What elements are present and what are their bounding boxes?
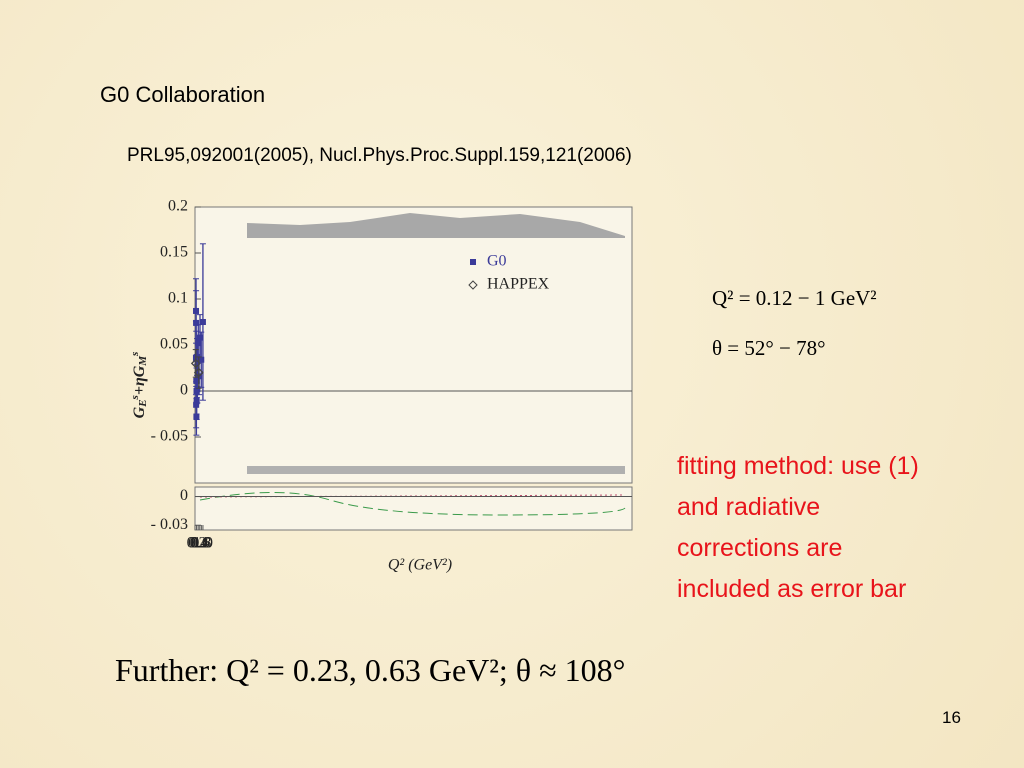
x-tick-label: 0	[191, 535, 199, 552]
y-tick-label: 0.2	[168, 198, 188, 215]
x-tick-label: 0.2	[187, 535, 207, 552]
equation: Q² = 0.12 − 1 GeV²	[712, 286, 877, 310]
correction-curve	[199, 492, 626, 516]
x-tick-label: 0.4	[188, 535, 208, 552]
y-axis-label-part: +ηG	[131, 365, 148, 395]
page-number: 16	[942, 708, 961, 727]
note-line: fitting method: use (1)	[677, 452, 919, 480]
legend-label: G0	[487, 253, 507, 270]
reference: PRL95,092001(2005), Nucl.Phys.Proc.Suppl…	[127, 145, 632, 166]
lower-frame	[194, 486, 633, 531]
note-line: corrections are	[677, 534, 843, 562]
plot-frame	[194, 206, 633, 484]
y-tick-label: 0	[180, 382, 188, 399]
point	[194, 386, 201, 393]
further: Further: Q² = 0.23, 0.63 GeV²; θ ≈ 108°	[115, 652, 626, 688]
lower-y-tick-label: - 0.03	[151, 516, 188, 533]
legend-marker	[470, 259, 476, 265]
point	[193, 319, 200, 326]
x-axis-label: Q² (GeV²)	[388, 557, 452, 574]
point	[195, 340, 202, 347]
title: G0 Collaboration	[100, 82, 266, 107]
y-axis-label-part: s	[129, 395, 141, 400]
x-tick-label: 1.0	[193, 535, 213, 552]
point	[196, 334, 203, 341]
legend-label: HAPPEX	[487, 276, 550, 293]
x-tick-label: 0.6	[190, 535, 210, 552]
note-line: and radiative	[677, 493, 821, 521]
point	[193, 398, 200, 405]
y-tick-label: 0.1	[168, 290, 188, 307]
lower-y-tick-label: 0	[180, 487, 188, 504]
y-axis-label-part: M	[137, 355, 149, 367]
y-axis-label-part: G	[131, 406, 148, 418]
y-axis-label-part: E	[137, 399, 149, 407]
note-line: included as error bar	[677, 575, 907, 603]
systematic-band	[247, 466, 625, 474]
y-axis-label-part: s	[129, 352, 141, 357]
legend-marker	[468, 280, 478, 290]
y-axis-label: GEs+ηGMs	[129, 352, 149, 419]
point	[199, 319, 206, 325]
systematic-band	[247, 213, 625, 238]
y-tick-label: 0.15	[160, 244, 188, 261]
point	[193, 367, 204, 378]
y-tick-label: 0.05	[160, 336, 188, 353]
equation: θ = 52° − 78°	[712, 336, 826, 360]
x-tick-label: 0.8	[191, 535, 211, 552]
point	[198, 356, 205, 363]
y-tick-label: - 0.05	[151, 428, 188, 445]
